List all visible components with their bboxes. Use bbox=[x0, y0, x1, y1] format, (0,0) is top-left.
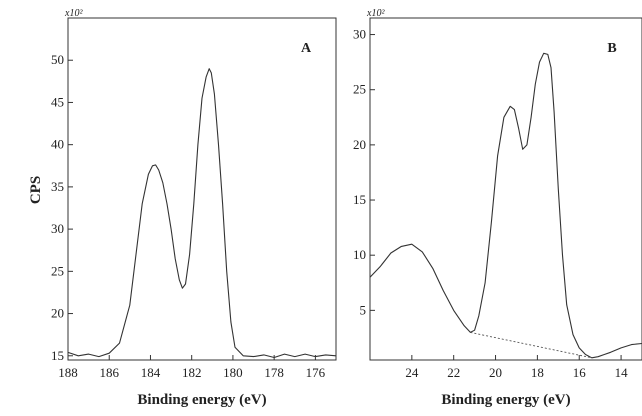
y-tick-label: 15 bbox=[353, 192, 366, 207]
y-tick-label: 5 bbox=[360, 302, 367, 317]
x-tick-label: 14 bbox=[615, 365, 629, 380]
x-tick-label: 184 bbox=[141, 365, 161, 380]
x-tick-label: 176 bbox=[306, 365, 326, 380]
x-axis-title: Binding energy (eV) bbox=[137, 392, 266, 408]
x-tick-label: 18 bbox=[531, 365, 544, 380]
background-line bbox=[470, 331, 592, 359]
x-tick-label: 182 bbox=[182, 365, 202, 380]
x-tick-label: 24 bbox=[405, 365, 419, 380]
x-tick-label: 186 bbox=[99, 365, 119, 380]
y-tick-label: 20 bbox=[353, 137, 366, 152]
y-tick-label: 45 bbox=[51, 94, 64, 109]
panel-label: B bbox=[607, 41, 616, 56]
plot-frame bbox=[67, 17, 337, 361]
spectrum-line bbox=[369, 52, 642, 359]
y-tick-label: 50 bbox=[51, 52, 64, 67]
spectrum-line bbox=[67, 68, 337, 359]
y-tick-label: 35 bbox=[51, 179, 64, 194]
y-tick-label: 30 bbox=[353, 27, 366, 42]
x-tick-label: 180 bbox=[223, 365, 243, 380]
y-tick-label: 10 bbox=[353, 247, 366, 262]
y-tick-label: 30 bbox=[51, 221, 64, 236]
y-axis-title: CPS bbox=[28, 176, 44, 204]
x-tick-label: 178 bbox=[264, 365, 284, 380]
x-tick-label: 188 bbox=[58, 365, 78, 380]
panel-a: 188 186 184 182 180 178 176 15 20 25 30 35 40 45 50 x10… bbox=[51, 8, 337, 408]
plot-frame bbox=[369, 17, 642, 361]
panel-label: A bbox=[301, 41, 312, 56]
y-tick-label: 20 bbox=[51, 306, 64, 321]
x-axis-title: Binding energy (eV) bbox=[441, 392, 570, 408]
y-tick-label: 15 bbox=[51, 348, 64, 363]
y-scale-note: x10² bbox=[366, 8, 385, 19]
x-tick-label: 22 bbox=[447, 365, 460, 380]
y-tick-label: 25 bbox=[51, 263, 64, 278]
y-tick-label: 25 bbox=[353, 82, 366, 97]
x-tick-label: 20 bbox=[489, 365, 502, 380]
y-scale-note: x10² bbox=[64, 8, 83, 19]
x-tick-label: 16 bbox=[573, 365, 587, 380]
y-tick-label: 40 bbox=[51, 137, 64, 152]
